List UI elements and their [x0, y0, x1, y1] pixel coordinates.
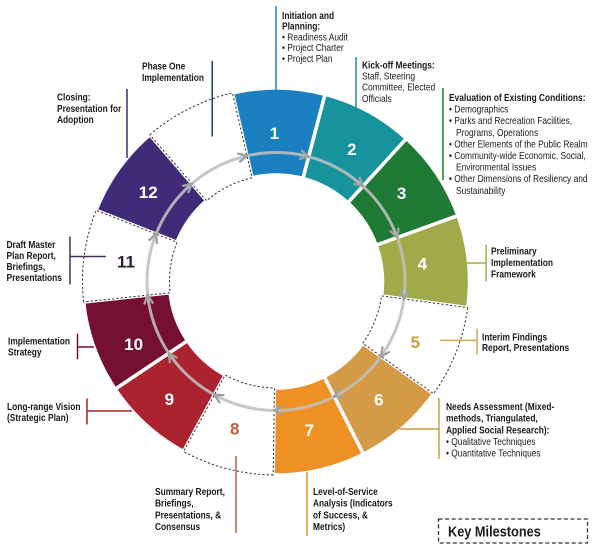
svg-text:Implementation: Implementation	[8, 336, 70, 347]
svg-text:Applied Social Research):: Applied Social Research):	[446, 425, 549, 436]
svg-text:• Other Dimensions of Resilien: • Other Dimensions of Resiliency and	[449, 174, 588, 185]
svg-text:• Community-wide Economic, Soc: • Community-wide Economic, Social,	[449, 150, 586, 161]
svg-text:Planning:: Planning:	[282, 21, 320, 32]
svg-text:Staff, Steering: Staff, Steering	[362, 71, 415, 82]
svg-text:Implementation: Implementation	[491, 257, 553, 268]
svg-text:Initiation and: Initiation and	[282, 10, 335, 21]
svg-text:7: 7	[305, 421, 314, 440]
svg-text:Long-range Vision: Long-range Vision	[7, 401, 81, 412]
svg-text:2: 2	[347, 140, 356, 159]
svg-text:Briefings,: Briefings,	[7, 261, 46, 272]
svg-text:of Success, &: of Success, &	[313, 510, 368, 521]
svg-text:4: 4	[418, 255, 428, 274]
svg-text:Strategy: Strategy	[8, 347, 42, 358]
svg-text:9: 9	[165, 390, 174, 409]
svg-text:Implementation: Implementation	[142, 72, 204, 83]
svg-text:• Readiness Audit: • Readiness Audit	[282, 32, 348, 43]
svg-text:Preliminary: Preliminary	[491, 246, 537, 257]
svg-text:Key Milestones: Key Milestones	[448, 524, 541, 540]
svg-text:Sustainability: Sustainability	[449, 185, 506, 196]
svg-text:• Project Charter: • Project Charter	[282, 43, 344, 54]
svg-text:Summary Report,: Summary Report,	[155, 486, 225, 497]
svg-text:• Qualitative Techniques: • Qualitative Techniques	[446, 436, 536, 447]
svg-text:Committee, Elected: Committee, Elected	[362, 82, 435, 93]
svg-text:10: 10	[124, 335, 143, 354]
svg-text:Level-of-Service: Level-of-Service	[313, 486, 378, 497]
svg-text:Evaluation of Existing Conditi: Evaluation of Existing Conditions:	[449, 92, 585, 103]
svg-text:Metrics): Metrics)	[313, 521, 345, 532]
svg-text:• Project Plan: • Project Plan	[282, 53, 332, 64]
svg-text:Presentation for: Presentation for	[57, 103, 122, 114]
svg-text:Interim Findings: Interim Findings	[482, 332, 547, 343]
svg-text:Presentations: Presentations	[7, 272, 62, 283]
svg-text:Presentations, &: Presentations, &	[155, 510, 221, 521]
svg-text:(Strategic Plan): (Strategic Plan)	[7, 412, 69, 423]
svg-text:Framework: Framework	[491, 269, 537, 280]
svg-text:12: 12	[139, 183, 158, 202]
svg-text:Needs Assessment (Mixed-: Needs Assessment (Mixed-	[446, 401, 554, 412]
svg-text:• Parks and Recreation Facilit: • Parks and Recreation Facilities,	[449, 116, 572, 127]
svg-text:Officials: Officials	[362, 93, 392, 104]
svg-text:Environmental Issues: Environmental Issues	[449, 162, 537, 173]
svg-text:Plan Report,: Plan Report,	[7, 250, 56, 261]
svg-text:11: 11	[117, 253, 135, 272]
svg-text:Adoption: Adoption	[57, 114, 94, 125]
svg-text:Kick-off Meetings:: Kick-off Meetings:	[362, 60, 435, 71]
svg-text:1: 1	[270, 124, 279, 143]
svg-text:Report, Presentations: Report, Presentations	[482, 343, 569, 354]
svg-text:Draft Master: Draft Master	[7, 240, 56, 251]
svg-text:• Quantitative Techniques: • Quantitative Techniques	[446, 448, 541, 459]
svg-text:Closing:: Closing:	[57, 92, 91, 103]
svg-text:6: 6	[374, 391, 383, 410]
svg-text:5: 5	[411, 333, 420, 352]
svg-text:8: 8	[230, 420, 239, 439]
svg-text:• Other Elements of the Public: • Other Elements of the Public Realm	[449, 139, 588, 150]
svg-text:Analysis (Indicators: Analysis (Indicators	[313, 498, 393, 509]
svg-text:methods, Triangulated,: methods, Triangulated,	[446, 413, 538, 424]
svg-text:3: 3	[397, 184, 406, 203]
svg-text:Programs, Operations: Programs, Operations	[449, 127, 538, 138]
svg-text:Briefings,: Briefings,	[155, 498, 194, 509]
svg-text:• Demographics: • Demographics	[449, 104, 509, 115]
svg-text:Consensus: Consensus	[155, 521, 200, 532]
svg-text:Phase One: Phase One	[142, 61, 185, 72]
